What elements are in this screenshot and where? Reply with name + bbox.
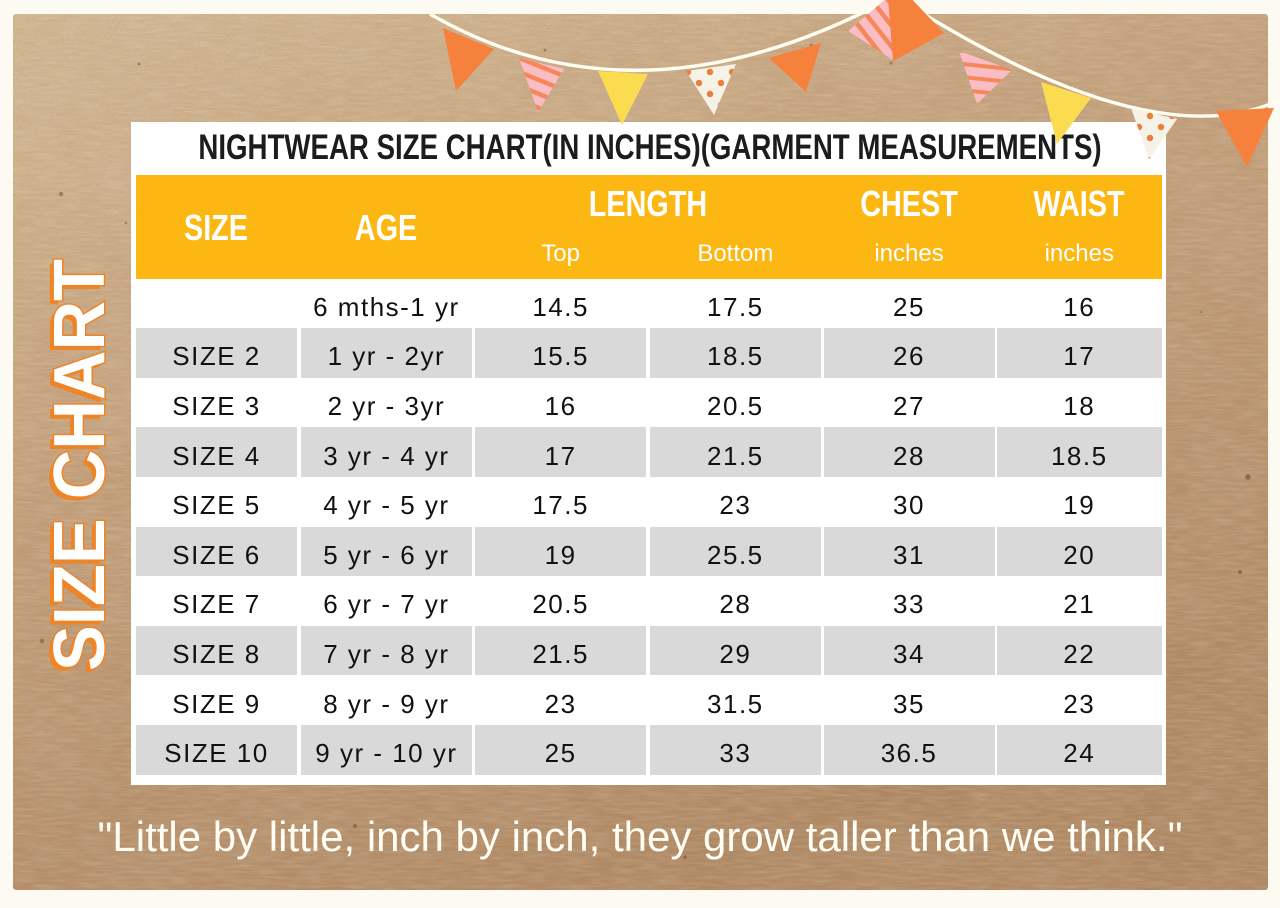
svg-text:SIZE CHART: SIZE CHART — [36, 263, 116, 675]
svg-text:SIZE CHART: SIZE CHART — [40, 259, 120, 671]
